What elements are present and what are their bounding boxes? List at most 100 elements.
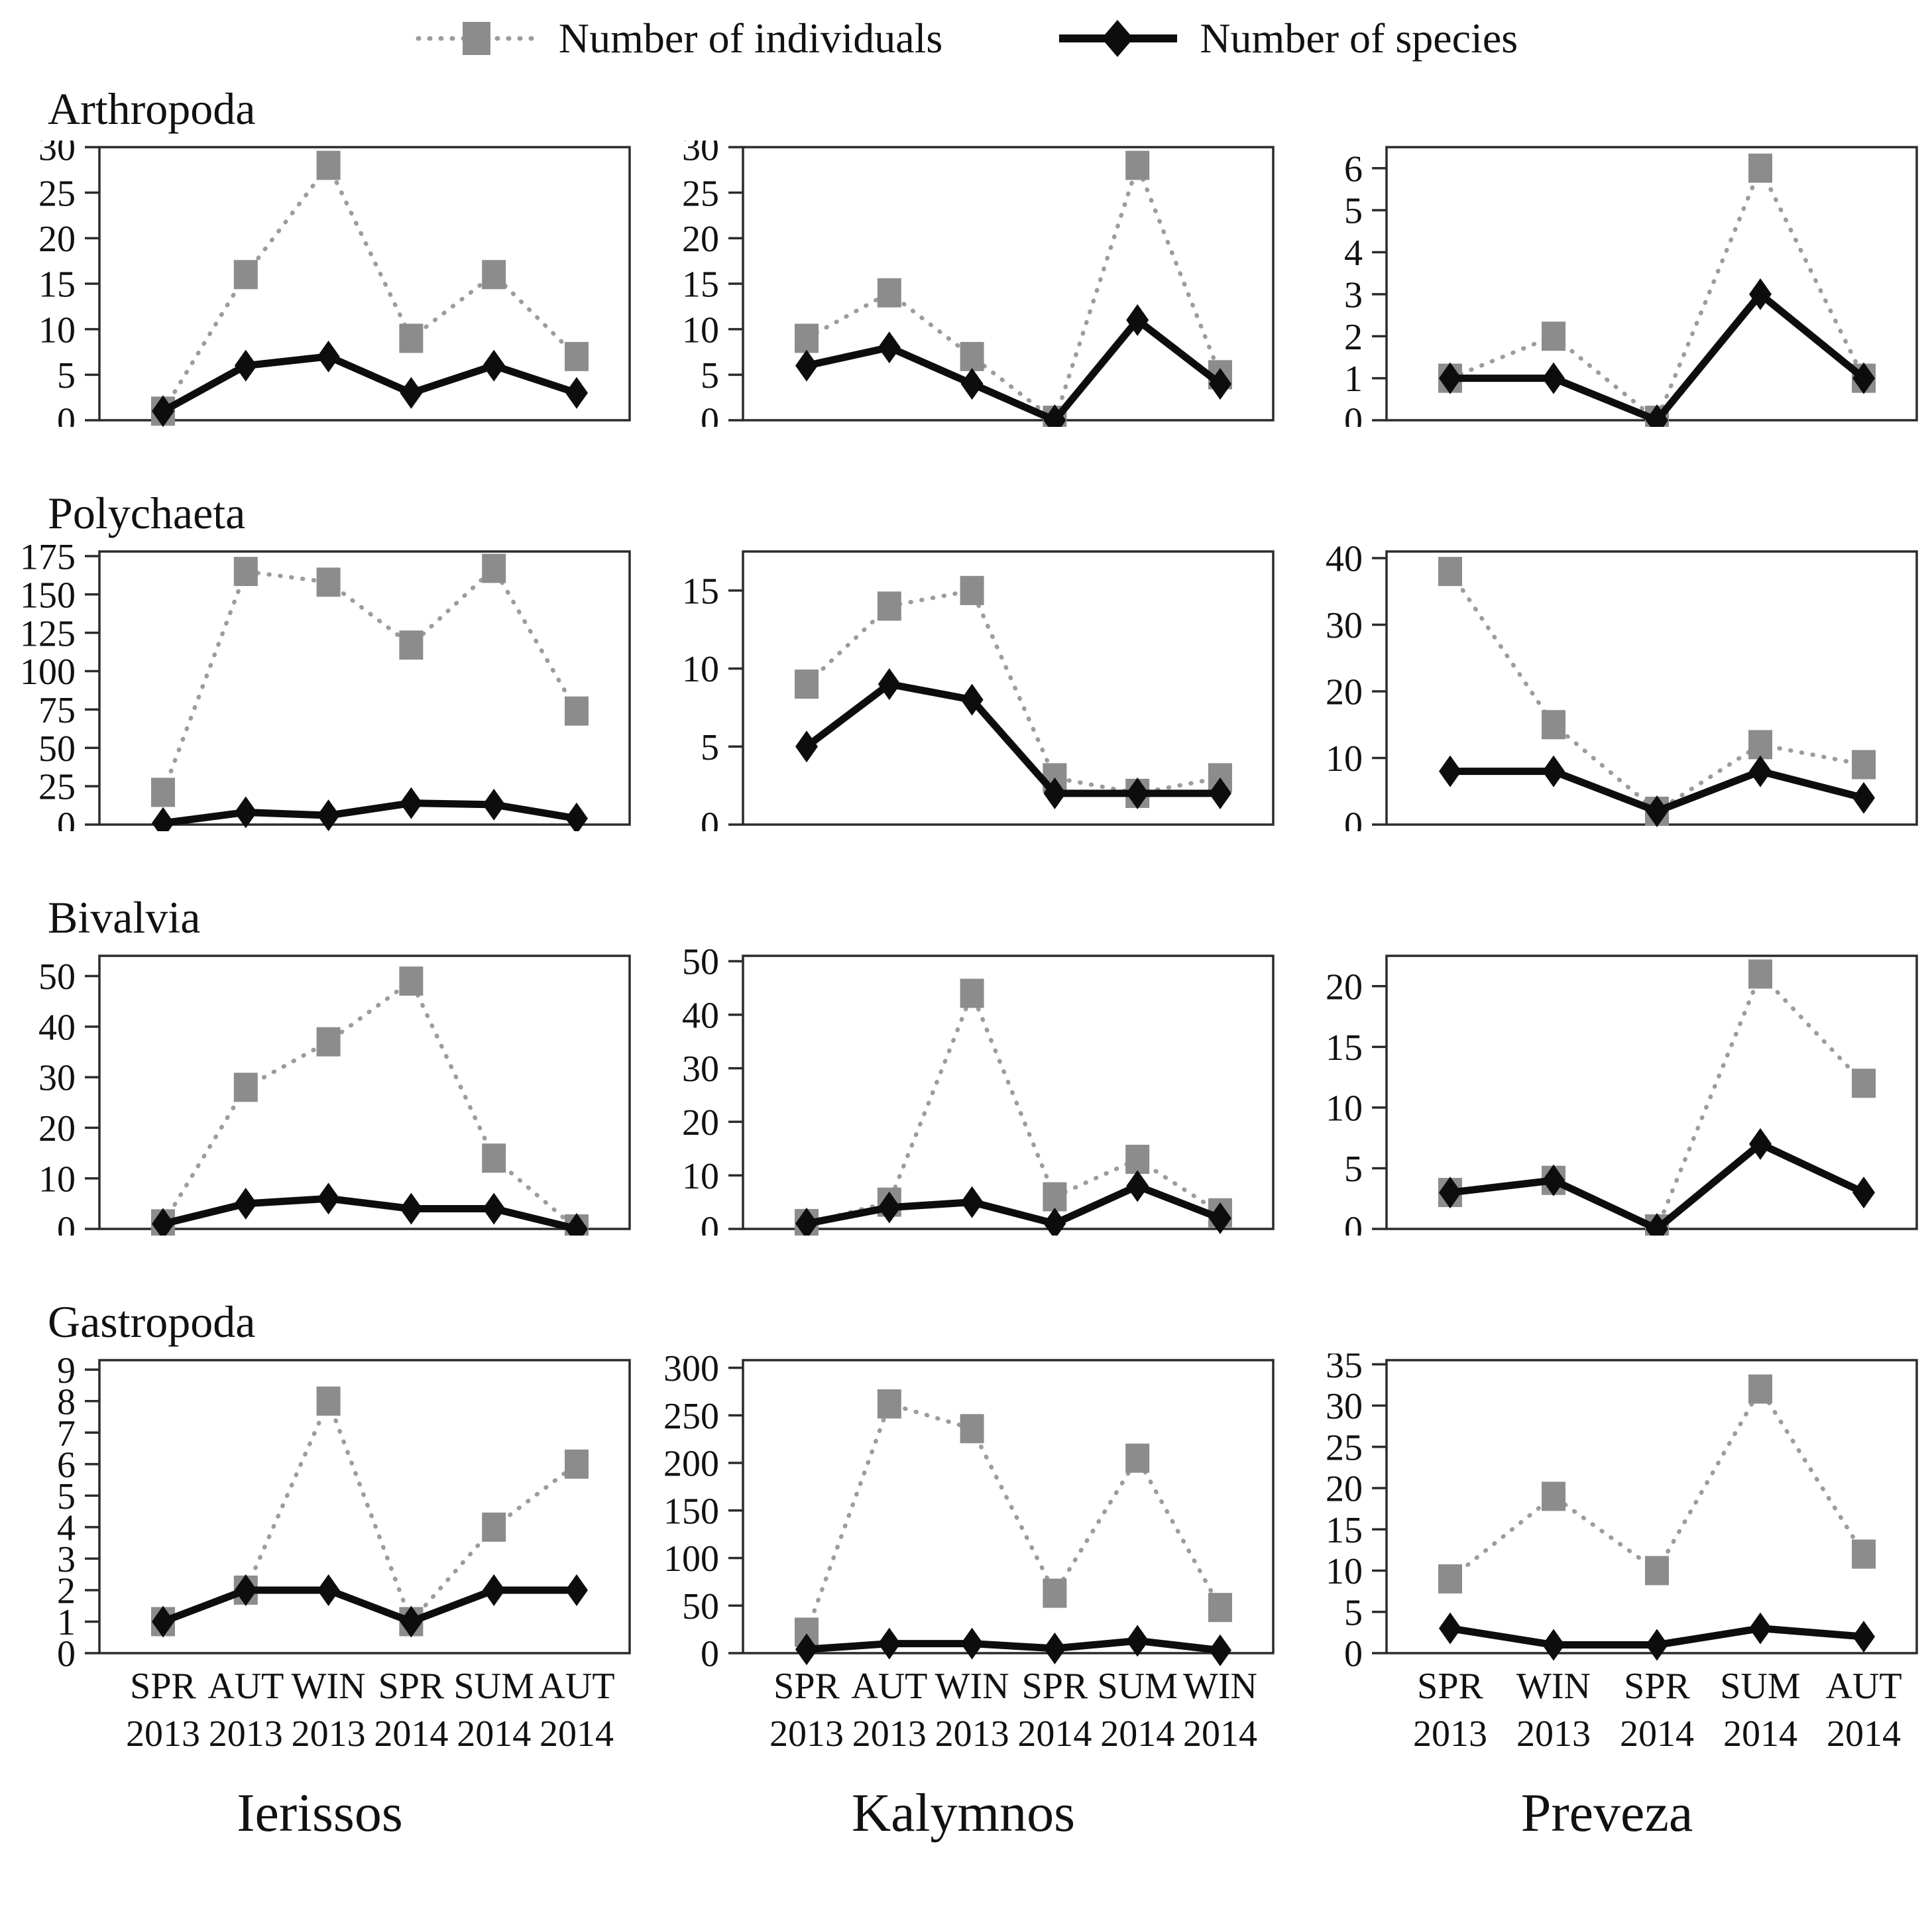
svg-text:0: 0 [57,805,76,831]
svg-text:15: 15 [1326,1510,1363,1551]
svg-text:1: 1 [57,1602,76,1643]
chart-gastropoda-ierissos: 0 1 2 3 4 5 6 7 8 9 SPR 2013 AUT 2013 WIN 2013 SPR 2014 SU… [0,1354,640,1764]
location-label-preveza: Preveza [1520,1782,1693,1843]
svg-text:3: 3 [1344,274,1363,316]
location-label-ierissos: Ierissos [237,1782,403,1843]
svg-text:SPR: SPR [1022,1666,1088,1707]
chart-bivalvia-kalymnos: 0 10 20 30 40 50 [644,949,1283,1236]
svg-text:0: 0 [701,1634,719,1675]
svg-text:0: 0 [701,805,719,831]
svg-text:20: 20 [38,1108,76,1149]
svg-text:25: 25 [682,173,719,214]
svg-text:8: 8 [57,1381,76,1422]
svg-text:5: 5 [701,727,719,768]
svg-text:10: 10 [1326,1088,1363,1129]
svg-text:5: 5 [1344,1149,1363,1190]
svg-text:SPR: SPR [773,1666,840,1707]
svg-text:25: 25 [38,173,76,214]
svg-text:2013: 2013 [769,1713,844,1755]
svg-text:0: 0 [701,1210,719,1236]
svg-text:10: 10 [682,310,719,351]
svg-text:0: 0 [701,401,719,427]
svg-text:50: 50 [38,956,76,998]
svg-text:50: 50 [682,1586,719,1627]
svg-text:10: 10 [38,310,76,351]
svg-text:SPR: SPR [378,1666,445,1707]
chart-gastropoda-preveza: 0 5 10 15 20 25 30 35 SPR 2013 WIN 2013 SPR 2014 SUM 20… [1287,1354,1927,1764]
svg-text:2013: 2013 [209,1713,283,1755]
svg-text:5: 5 [57,355,76,396]
svg-text:30: 30 [682,141,719,169]
svg-text:2013: 2013 [1413,1713,1487,1755]
svg-text:SUM: SUM [1098,1666,1178,1707]
svg-text:AUT: AUT [207,1666,284,1707]
chart-canvas: 0 10 20 30 40 50 [682,949,1275,1236]
chart-canvas: 0 10 20 30 40 50 [38,954,631,1236]
svg-text:0: 0 [1344,1634,1363,1675]
svg-text:0: 0 [57,401,76,427]
svg-text:2013: 2013 [292,1713,366,1755]
svg-text:30: 30 [682,1049,719,1090]
svg-text:2014: 2014 [1017,1713,1092,1755]
svg-text:9: 9 [57,1354,76,1391]
svg-text:6: 6 [1344,148,1363,190]
svg-text:20: 20 [1326,1469,1363,1510]
chart-canvas: 0 5 10 15 [682,550,1275,831]
svg-text:25: 25 [38,767,76,808]
svg-text:2014: 2014 [1183,1713,1257,1755]
svg-text:35: 35 [1326,1354,1363,1386]
row-title-gastropoda: Gastropoda [48,1297,256,1347]
svg-text:2014: 2014 [540,1713,614,1755]
chart-canvas: 050100150200250300SPR2013AUT2013WIN2013S… [663,1354,1275,1755]
svg-text:AUT: AUT [1825,1666,1902,1707]
row-title-arthropoda: Arthropoda [48,84,256,134]
svg-text:2013: 2013 [1516,1713,1591,1755]
svg-text:300: 300 [663,1354,719,1389]
svg-text:200: 200 [663,1444,719,1485]
svg-text:20: 20 [1326,966,1363,1008]
svg-text:10: 10 [682,649,719,690]
svg-text:75: 75 [38,690,76,731]
svg-text:0: 0 [1344,1210,1363,1236]
svg-text:AUT: AUT [538,1666,614,1707]
svg-text:25: 25 [1326,1427,1363,1468]
svg-text:100: 100 [663,1538,719,1580]
svg-text:10: 10 [1326,738,1363,780]
svg-text:SUM: SUM [1720,1666,1800,1707]
svg-text:2: 2 [1344,317,1363,358]
svg-text:2013: 2013 [126,1713,200,1755]
svg-text:30: 30 [38,141,76,169]
chart-polychaeta-ierissos: 0 25 50 75 100 125 150 175 [0,545,640,831]
chart-bivalvia-ierissos: 0 10 20 30 40 50 [0,949,640,1236]
svg-text:SPR: SPR [130,1666,196,1707]
svg-text:20: 20 [682,1102,719,1143]
svg-text:WIN: WIN [935,1666,1009,1707]
svg-text:2014: 2014 [1723,1713,1797,1755]
svg-text:40: 40 [682,995,719,1036]
svg-text:50: 50 [38,728,76,770]
svg-text:1: 1 [1344,359,1363,400]
svg-text:125: 125 [20,613,76,654]
individuals-line-marker-icon [416,22,539,55]
svg-text:150: 150 [20,575,76,616]
chart-polychaeta-preveza: 0 10 20 30 40 [1287,545,1927,831]
svg-text:150: 150 [663,1491,719,1532]
chart-polychaeta-kalymnos: 0 5 10 15 [644,545,1283,831]
svg-text:WIN: WIN [1183,1666,1257,1707]
chart-canvas: 0 5 10 15 20 [1326,954,1918,1236]
svg-text:AUT: AUT [851,1666,927,1707]
svg-text:5: 5 [701,355,719,396]
svg-text:15: 15 [682,571,719,612]
svg-text:6: 6 [57,1444,76,1485]
svg-text:SUM: SUM [454,1666,534,1707]
svg-text:15: 15 [38,264,76,306]
svg-text:WIN: WIN [1516,1666,1591,1707]
svg-text:40: 40 [38,1007,76,1048]
legend-item-species: Number of species [1055,17,1518,60]
svg-text:2: 2 [57,1571,76,1612]
